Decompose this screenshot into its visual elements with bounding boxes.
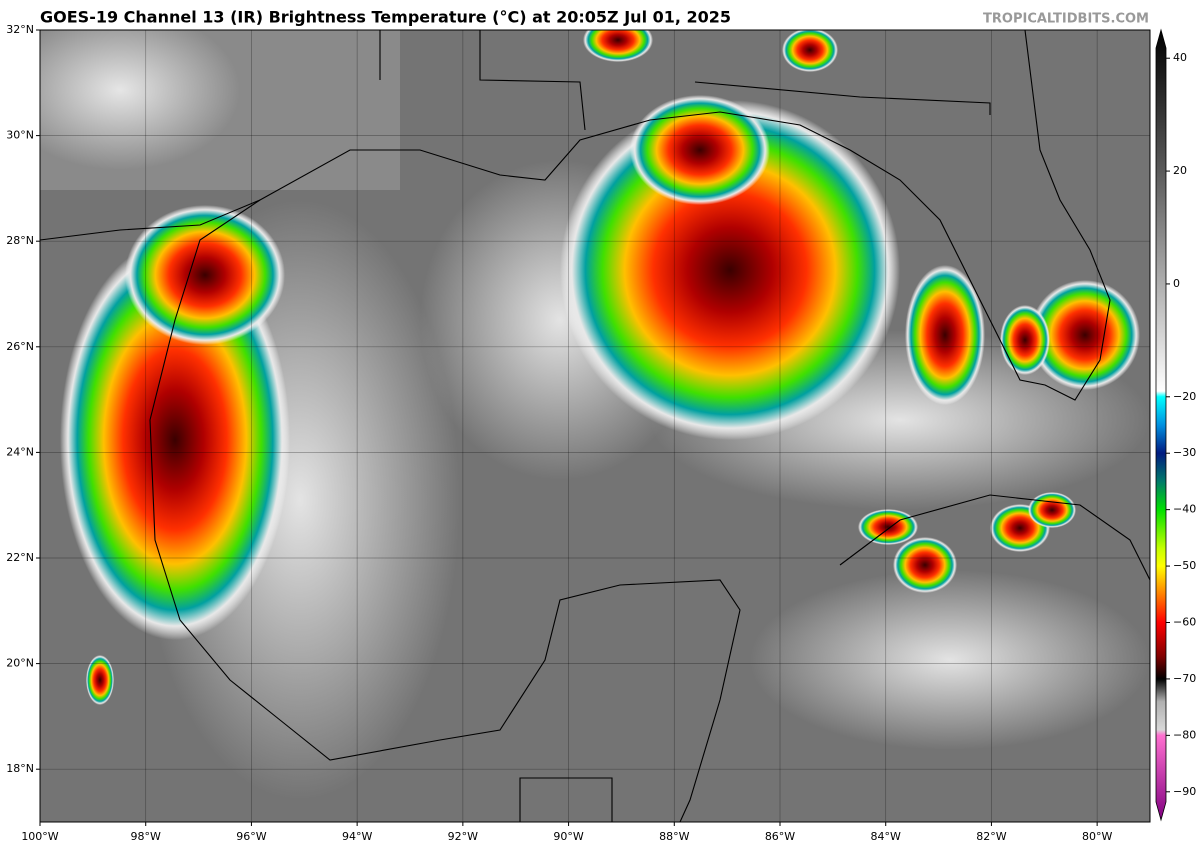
lon-label: 90°W <box>553 830 583 843</box>
storm <box>630 95 770 205</box>
storm <box>1028 492 1076 528</box>
lat-label: 32°N <box>6 23 34 36</box>
storm <box>86 655 114 705</box>
colorbar-label: −40 <box>1173 503 1196 516</box>
plot-frame <box>39 29 1151 823</box>
storm <box>1000 305 1050 375</box>
coastline <box>839 494 1150 581</box>
colorbar-label: 20 <box>1173 164 1187 177</box>
lat-label: 28°N <box>6 234 34 247</box>
cloud-field <box>40 30 240 170</box>
border <box>379 30 991 822</box>
storm <box>905 265 985 405</box>
storm <box>560 100 900 440</box>
colorbar-label: −90 <box>1173 785 1196 798</box>
credit: TROPICALTIDBITS.COM <box>983 12 1149 27</box>
title: GOES-19 Channel 13 (IR) Brightness Tempe… <box>40 8 731 27</box>
lon-label: 84°W <box>871 830 901 843</box>
colorbar-label: −20 <box>1173 390 1196 403</box>
colorbar-label: −80 <box>1173 728 1196 741</box>
storm <box>858 509 918 545</box>
coastline <box>40 30 1111 401</box>
cloud-field <box>750 570 1150 750</box>
lat-label: 20°N <box>6 657 34 670</box>
lon-label: 92°W <box>448 830 478 843</box>
colorbar <box>1155 28 1167 822</box>
lon-label: 86°W <box>765 830 795 843</box>
lon-label: 82°W <box>976 830 1006 843</box>
lon-label: 96°W <box>236 830 266 843</box>
colorbar-label: 0 <box>1173 277 1180 290</box>
lat-label: 18°N <box>6 762 34 775</box>
coastline <box>149 199 741 822</box>
imagery <box>40 30 1150 822</box>
colorbar-label: −30 <box>1173 446 1196 459</box>
lat-label: 24°N <box>6 445 34 458</box>
storm <box>125 205 285 345</box>
colorbar-label: −50 <box>1173 559 1196 572</box>
storm <box>782 30 838 72</box>
colorbar-label: −60 <box>1173 616 1196 629</box>
lon-label: 98°W <box>131 830 161 843</box>
storm <box>893 537 957 593</box>
lon-label: 100°W <box>21 830 58 843</box>
lat-label: 22°N <box>6 551 34 564</box>
colorbar-label: −70 <box>1173 672 1196 685</box>
storm <box>583 30 653 62</box>
lon-label: 80°W <box>1082 830 1112 843</box>
lat-label: 26°N <box>6 340 34 353</box>
lon-label: 88°W <box>659 830 689 843</box>
lon-label: 94°W <box>342 830 372 843</box>
storm <box>1030 280 1140 390</box>
colorbar-label: 40 <box>1173 51 1187 64</box>
lat-label: 30°N <box>6 129 34 142</box>
